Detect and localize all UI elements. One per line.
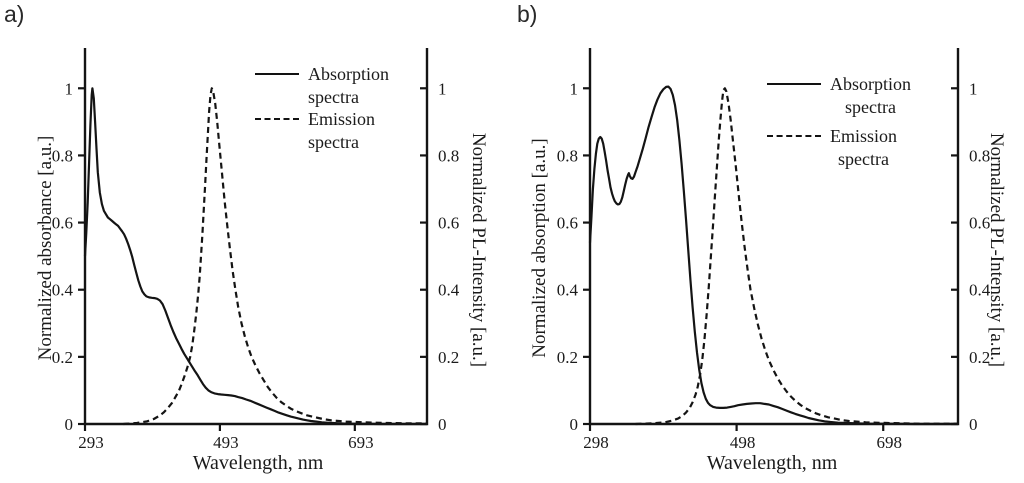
legend-label-line2: spectra — [845, 97, 896, 117]
solid-line-swatch — [767, 83, 821, 85]
dashed-line-swatch — [767, 135, 821, 137]
y-left-tick-label: 0.6 — [52, 214, 73, 233]
legend-label: Emission spectra — [308, 108, 375, 154]
legend-label-line1: Absorption — [308, 64, 389, 84]
legend-item-absorption: Absorption spectra — [255, 63, 389, 109]
legend-label-line1: Emission — [308, 109, 376, 129]
y-right-tick-label: 0.2 — [969, 348, 990, 367]
panel-b-x-axis-title: Wavelength, nm — [706, 452, 838, 474]
legend-label-line1: Emission — [830, 126, 898, 146]
y-left-tick-label: 0.2 — [52, 348, 73, 367]
y-right-tick-label: 0.6 — [969, 214, 990, 233]
x-tick-label: 498 — [730, 433, 756, 452]
y-right-tick-label: 0.2 — [438, 348, 459, 367]
panel-b-right-axis-title: Normalized PL-Intensity [a.u.] — [986, 132, 1007, 368]
y-left-tick-label: 1 — [570, 79, 579, 98]
legend-item-emission: Emission spectra — [767, 125, 897, 171]
dashed-line-swatch — [255, 118, 299, 120]
legend-item-emission: Emission spectra — [255, 108, 375, 154]
y-right-tick-label: 0.4 — [969, 281, 991, 300]
legend-label-line2: spectra — [308, 132, 359, 152]
y-right-tick-label: 0.6 — [438, 214, 459, 233]
panel-b-label: b) — [517, 1, 538, 27]
legend-label: Emission spectra — [830, 125, 897, 171]
legend-item-absorption: Absorption spectra — [767, 73, 911, 119]
y-right-tick-label: 0.4 — [438, 281, 460, 300]
x-tick-label: 298 — [583, 433, 609, 452]
legend-label-line1: Absorption — [830, 74, 911, 94]
panel-a-left-axis-title: Normalized absorbance [a.u.] — [35, 135, 56, 361]
y-left-tick-label: 0.8 — [557, 146, 578, 165]
y-right-tick-label: 0.8 — [969, 146, 990, 165]
x-tick-label: 293 — [78, 433, 104, 452]
panel-a-axes — [83, 48, 429, 426]
y-right-tick-label: 0.8 — [438, 146, 459, 165]
legend-label: Absorption spectra — [308, 63, 389, 109]
y-left-tick-label: 0 — [65, 415, 74, 434]
y-right-tick-label: 0 — [969, 415, 978, 434]
y-right-tick-label: 1 — [969, 79, 978, 98]
y-left-tick-label: 0.2 — [557, 348, 578, 367]
y-left-tick-label: 0.4 — [557, 281, 579, 300]
legend-label: Absorption spectra — [830, 73, 911, 119]
solid-line-swatch — [255, 73, 299, 75]
legend-label-line2: spectra — [838, 149, 889, 169]
y-left-tick-label: 0.4 — [52, 281, 74, 300]
panel-b-left-axis-title: Normalized absorption [a.u.] — [529, 138, 550, 358]
y-left-tick-label: 0 — [570, 415, 579, 434]
panel-a-label: a) — [4, 1, 25, 27]
curve-absorption-spectra — [83, 87, 427, 426]
panel-a-right-axis-title: Normalized PL-Intensity [a.u.] — [468, 132, 489, 368]
y-left-tick-label: 1 — [65, 79, 74, 98]
y-left-tick-label: 0.6 — [557, 214, 578, 233]
legend-label-line2: spectra — [308, 87, 359, 107]
curve-absorption-spectra — [588, 85, 958, 426]
y-right-tick-label: 1 — [438, 79, 447, 98]
y-right-tick-label: 0 — [438, 415, 447, 434]
x-tick-label: 698 — [876, 433, 902, 452]
panel-a-x-axis-title: Wavelength, nm — [192, 452, 324, 474]
curve-emission-spectra — [635, 87, 958, 426]
x-tick-label: 493 — [213, 433, 239, 452]
x-tick-label: 693 — [348, 433, 374, 452]
y-left-tick-label: 0.8 — [52, 146, 73, 165]
